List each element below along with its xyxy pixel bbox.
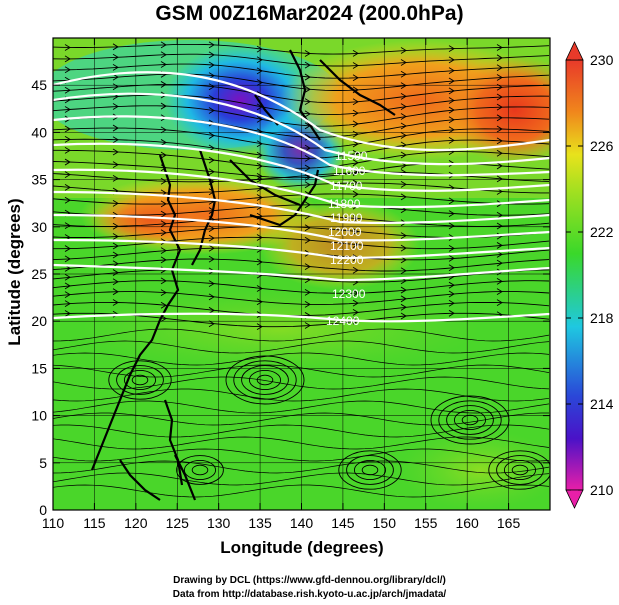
contour-label: 12400 (326, 314, 360, 328)
y-tick-label: 30 (31, 219, 47, 235)
y-axis-ticks: 0 5 10 15 20 25 30 35 40 45 (31, 77, 550, 518)
x-tick-label: 115 (83, 515, 106, 531)
map-title: GSM 00Z16Mar2024 (200.0hPa) (155, 2, 464, 25)
y-tick-label: 40 (31, 124, 47, 140)
coastlines (90, 49, 396, 501)
credit-dcl: Drawing by DCL (https://www.gfd-dennou.o… (173, 575, 446, 586)
contour-label: 11800 (328, 197, 361, 211)
y-tick-label: 0 (39, 502, 47, 518)
x-tick-label: 140 (290, 515, 314, 531)
x-tick-label: 160 (455, 515, 479, 531)
contour-label: 11500 (335, 149, 368, 163)
colorbar-tick-label: 230 (590, 52, 614, 68)
y-tick-label: 15 (31, 360, 47, 376)
height-contours (53, 71, 550, 323)
credit-data-source: Data from http://database.rish.kyoto-u.a… (172, 589, 447, 600)
colorbar-tick-label: 222 (590, 224, 614, 240)
contour-label: 11900 (330, 211, 363, 225)
contour-label: 12200 (330, 253, 364, 267)
x-tick-label: 120 (124, 515, 148, 531)
x-tick-label: 145 (331, 515, 355, 531)
colorbar-max-arrow (565, 41, 584, 61)
x-tick-label: 125 (166, 515, 190, 531)
y-tick-label: 35 (31, 172, 47, 188)
contour-label: 12100 (330, 239, 364, 253)
y-tick-label: 25 (31, 266, 47, 282)
x-tick-label: 130 (207, 515, 231, 531)
colorbar-tick-label: 226 (590, 138, 614, 154)
y-tick-label: 5 (39, 455, 47, 471)
contour-label: 11600 (333, 164, 366, 178)
contour-label: 11700 (330, 179, 363, 193)
x-axis-ticks: 110 115 120 125 130 135 140 145 150 155 160 165 (42, 38, 521, 531)
colorbar-tick-label: 218 (590, 310, 614, 326)
y-axis-label: Latitude (degrees) (5, 198, 24, 346)
x-tick-label: 135 (248, 515, 272, 531)
x-tick-label: 150 (373, 515, 397, 531)
contour-label: 12000 (328, 225, 362, 239)
contour-label: 12300 (332, 287, 366, 301)
colorbar: 210 214 218 222 226 230 (565, 41, 614, 509)
y-tick-label: 45 (31, 77, 47, 93)
colorbar-tick-label: 214 (590, 396, 614, 412)
x-tick-label: 110 (42, 515, 65, 531)
x-axis-label: Longitude (degrees) (220, 538, 384, 557)
x-tick-label: 165 (497, 515, 521, 531)
colorbar-tick-label: 210 (590, 482, 614, 498)
colorbar-min-arrow (565, 489, 584, 509)
y-tick-label: 20 (31, 313, 47, 329)
y-tick-label: 10 (31, 408, 47, 424)
x-tick-label: 155 (414, 515, 438, 531)
